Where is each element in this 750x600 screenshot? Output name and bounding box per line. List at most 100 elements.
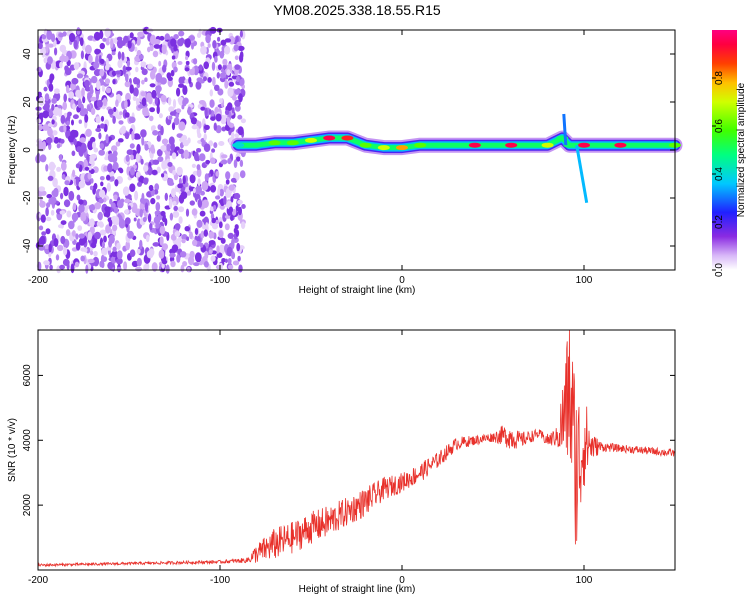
noise-speckle xyxy=(104,64,110,71)
noise-speckle xyxy=(72,103,76,110)
noise-speckle xyxy=(45,228,51,235)
noise-speckle xyxy=(123,198,131,204)
noise-speckle xyxy=(54,47,58,56)
snr-series-line xyxy=(37,329,676,568)
noise-speckle xyxy=(59,264,65,270)
noise-speckle xyxy=(183,149,189,160)
noise-speckle xyxy=(195,81,202,90)
noise-speckle xyxy=(141,97,147,107)
noise-speckle xyxy=(177,61,183,65)
noise-speckle xyxy=(172,200,177,206)
noise-speckle xyxy=(156,195,161,200)
noise-speckle xyxy=(140,91,147,97)
noise-speckle xyxy=(150,197,156,205)
noise-speckle xyxy=(134,190,139,201)
noise-speckle xyxy=(218,141,225,146)
noise-speckle xyxy=(158,249,165,259)
noise-speckle xyxy=(58,224,64,229)
noise-speckle xyxy=(135,135,141,140)
noise-speckle xyxy=(158,60,162,67)
noise-speckle xyxy=(46,30,53,40)
noise-speckle xyxy=(117,59,123,69)
noise-speckle xyxy=(177,96,184,104)
noise-speckle xyxy=(37,140,43,149)
noise-speckle xyxy=(49,196,57,205)
noise-speckle xyxy=(60,235,66,245)
ridge-point xyxy=(614,142,627,148)
noise-speckle xyxy=(75,176,79,187)
noise-speckle xyxy=(164,192,168,201)
noise-speckle xyxy=(113,206,119,214)
noise-speckle xyxy=(65,229,71,237)
noise-speckle xyxy=(199,79,205,84)
noise-speckle xyxy=(112,224,118,232)
noise-speckle xyxy=(36,118,42,124)
noise-speckle xyxy=(160,125,164,136)
noise-speckle xyxy=(141,68,148,76)
noise-speckle xyxy=(161,160,168,170)
noise-speckle xyxy=(171,122,176,131)
noise-speckle xyxy=(51,119,55,125)
noise-speckle xyxy=(237,126,244,136)
noise-speckle xyxy=(90,178,94,184)
noise-speckle xyxy=(104,156,109,161)
noise-speckle xyxy=(240,118,246,124)
noise-speckle xyxy=(75,163,80,169)
noise-speckle xyxy=(112,246,117,253)
spectrogram-x-axis-title: Height of straight line (km) xyxy=(299,285,416,296)
noise-speckle xyxy=(234,224,239,230)
noise-speckle xyxy=(138,54,144,60)
noise-speckle xyxy=(189,200,195,206)
noise-speckle xyxy=(170,188,176,198)
noise-speckle xyxy=(78,233,85,239)
noise-speckle xyxy=(220,237,226,244)
noise-speckle xyxy=(222,212,227,223)
noise-speckle xyxy=(227,87,234,97)
noise-speckle xyxy=(41,231,47,236)
x-tick-label: 0 xyxy=(399,275,405,286)
noise-speckle xyxy=(143,264,148,271)
noise-speckle xyxy=(219,72,226,79)
ridge-point xyxy=(268,140,281,146)
spectrogram-y-axis-title: Frequency (Hz) xyxy=(7,116,18,185)
spectrogram-noise-region xyxy=(35,26,246,274)
noise-speckle xyxy=(113,106,117,112)
noise-speckle xyxy=(78,180,86,189)
noise-speckle xyxy=(99,42,106,50)
noise-speckle xyxy=(43,57,49,64)
noise-speckle xyxy=(224,223,230,231)
noise-speckle xyxy=(133,87,139,97)
noise-speckle xyxy=(168,115,173,121)
x-tick-label: 100 xyxy=(576,575,593,586)
y-tick-label: 6000 xyxy=(22,364,33,387)
noise-speckle xyxy=(198,100,206,105)
noise-speckle xyxy=(219,98,223,104)
noise-speckle xyxy=(226,116,231,126)
noise-speckle xyxy=(156,166,161,174)
noise-speckle xyxy=(146,94,150,103)
noise-speckle xyxy=(89,185,94,191)
noise-speckle xyxy=(184,226,191,232)
noise-speckle xyxy=(135,36,141,46)
noise-speckle xyxy=(123,261,128,271)
noise-speckle xyxy=(117,51,122,60)
noise-speckle xyxy=(234,99,241,107)
noise-speckle xyxy=(237,114,243,120)
noise-speckle xyxy=(175,113,179,119)
noise-speckle xyxy=(41,141,47,150)
noise-speckle xyxy=(95,116,101,124)
noise-speckle xyxy=(38,97,45,106)
noise-speckle xyxy=(186,236,190,241)
noise-speckle xyxy=(224,38,232,43)
noise-speckle xyxy=(172,99,177,109)
noise-speckle xyxy=(107,163,113,173)
noise-speckle xyxy=(208,249,213,254)
noise-speckle xyxy=(187,106,192,116)
noise-speckle xyxy=(45,43,49,54)
noise-speckle xyxy=(169,252,176,258)
noise-speckle xyxy=(196,148,202,153)
noise-speckle xyxy=(135,266,143,272)
noise-speckle xyxy=(232,260,240,266)
noise-speckle xyxy=(74,261,80,268)
noise-speckle xyxy=(238,93,243,103)
